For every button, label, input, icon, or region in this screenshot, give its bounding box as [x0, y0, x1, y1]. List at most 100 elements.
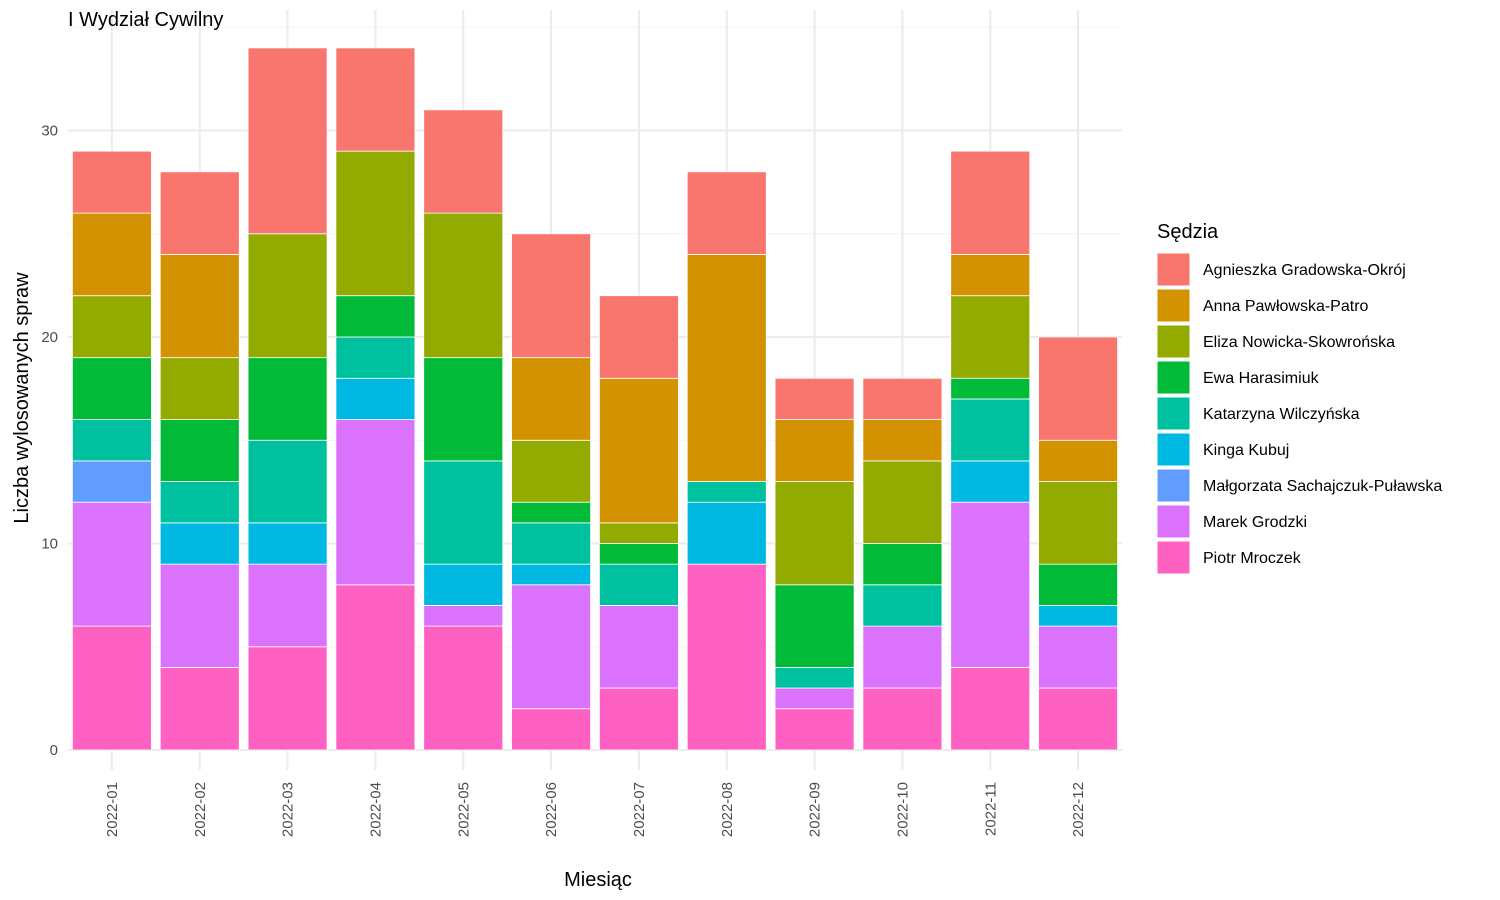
x-tick-label: 2022-06 — [543, 782, 560, 837]
x-tick-label: 2022-07 — [631, 782, 648, 837]
bar-segment — [598, 295, 679, 379]
bar-segment — [71, 357, 152, 420]
bar-segment — [1038, 336, 1119, 441]
y-tick-label: 10 — [41, 536, 58, 553]
bar-segment — [1038, 687, 1119, 751]
legend-swatch — [1156, 396, 1191, 431]
bar-segment — [1038, 605, 1119, 627]
bar-segment — [71, 460, 152, 503]
bars — [71, 47, 1119, 751]
legend-label: Agnieszka Gradowska-Okrój — [1203, 262, 1406, 279]
bar-segment — [159, 563, 240, 668]
bar-segment — [511, 584, 592, 710]
bar-segment — [159, 522, 240, 565]
bar-segment — [335, 336, 416, 379]
bar-segment — [1038, 563, 1119, 606]
bar-segment — [950, 377, 1031, 400]
bar-segment — [950, 150, 1031, 255]
legend-swatch — [1156, 540, 1191, 575]
bar-segment — [1038, 625, 1119, 689]
bar-segment — [598, 543, 679, 565]
bar-segment — [71, 150, 152, 214]
bar-segment — [774, 377, 855, 420]
bar-segment — [774, 687, 855, 710]
bar-segment — [423, 357, 504, 462]
bar-segment — [423, 605, 504, 627]
bar-segment — [598, 522, 679, 544]
bar-segment — [950, 460, 1031, 503]
bar-segment — [511, 501, 592, 524]
bar-segment — [71, 419, 152, 462]
bar-segment — [511, 357, 592, 441]
legend-label: Ewa Harasimiuk — [1203, 370, 1320, 387]
bar-segment — [71, 501, 152, 627]
x-tick-label: 2022-05 — [455, 782, 472, 837]
legend-label: Eliza Nowicka-Skowrońska — [1203, 334, 1395, 351]
legend-label: Małgorzata Sachajczuk-Puławska — [1203, 478, 1442, 495]
x-tick-label: 2022-12 — [1070, 782, 1087, 837]
legend-swatch — [1156, 324, 1191, 359]
bar-segment — [247, 439, 328, 524]
legend-label: Marek Grodzki — [1203, 514, 1307, 531]
bar-segment — [511, 439, 592, 503]
bar-segment — [774, 419, 855, 482]
bar-segment — [71, 295, 152, 359]
bar-segment — [247, 563, 328, 648]
bar-segment — [950, 253, 1031, 297]
bar-segment — [159, 171, 240, 255]
bar-segment — [71, 625, 152, 751]
bar-segment — [862, 460, 943, 544]
bar-segment — [950, 295, 1031, 379]
bar-segment — [598, 687, 679, 751]
bar-segment — [159, 481, 240, 524]
legend-label: Piotr Mroczek — [1203, 550, 1302, 567]
bar-segment — [423, 625, 504, 751]
bar-segment — [423, 563, 504, 606]
bar-segment — [774, 667, 855, 689]
bar-segment — [247, 522, 328, 565]
legend-swatch — [1156, 252, 1191, 287]
bar-segment — [335, 295, 416, 338]
legend-title: Sędzia — [1157, 221, 1219, 243]
bar-segment — [686, 501, 767, 565]
bar-segment — [511, 708, 592, 751]
x-tick-label: 2022-08 — [719, 782, 736, 837]
bar-segment — [511, 563, 592, 586]
y-tick-label: 0 — [50, 742, 58, 759]
bar-segment — [862, 419, 943, 462]
bar-segment — [862, 377, 943, 420]
bar-segment — [598, 605, 679, 689]
legend-swatch — [1156, 432, 1191, 467]
bar-segment — [71, 212, 152, 297]
x-tick-label: 2022-09 — [807, 782, 824, 837]
x-tick-label: 2022-02 — [192, 782, 209, 837]
x-tick-label: 2022-11 — [982, 782, 999, 836]
legend-label: Kinga Kubuj — [1203, 442, 1289, 459]
bar-segment — [335, 419, 416, 586]
bar-segment — [774, 481, 855, 586]
bar-segment — [774, 584, 855, 668]
bar-segment — [247, 646, 328, 751]
y-tick-label: 20 — [41, 329, 58, 346]
chart-title: I Wydział Cywilny — [68, 9, 223, 31]
bar-segment — [335, 584, 416, 751]
bar-segment — [598, 377, 679, 524]
legend-swatch — [1156, 360, 1191, 395]
x-tick-label: 2022-10 — [894, 782, 911, 837]
bar-segment — [511, 233, 592, 359]
legend-swatch — [1156, 468, 1191, 503]
bar-segment — [862, 543, 943, 586]
y-axis-title: Liczba wylosowanych spraw — [11, 272, 33, 524]
y-axis-ticks: 0 10 20 30 — [41, 123, 58, 760]
x-tick-label: 2022-01 — [104, 782, 121, 837]
bar-segment — [686, 563, 767, 751]
bar-segment — [862, 687, 943, 751]
bar-segment — [335, 377, 416, 420]
bar-segment — [1038, 481, 1119, 565]
bar-segment — [862, 625, 943, 689]
bar-segment — [159, 253, 240, 359]
bar-segment — [247, 47, 328, 235]
legend-swatch — [1156, 504, 1191, 539]
legend-label: Anna Pawłowska-Patro — [1203, 298, 1369, 315]
